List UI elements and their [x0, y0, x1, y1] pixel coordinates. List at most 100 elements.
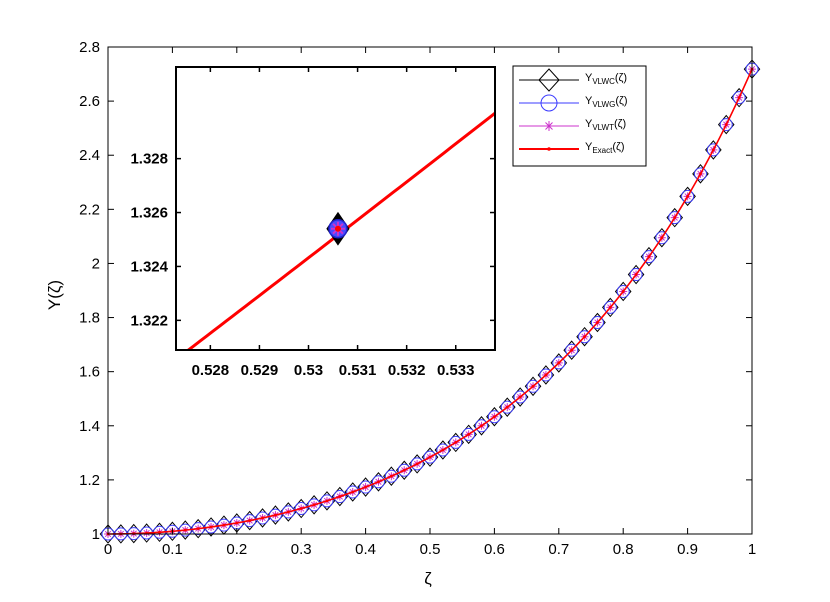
- y-tick-label-1: 1.2: [79, 472, 100, 489]
- inset-x-tick-label-0: 0.528: [192, 362, 230, 379]
- inset-axes-box: [175, 66, 496, 351]
- series-marker-exact-28: [467, 432, 471, 436]
- series-marker-vlwg-44: [668, 211, 682, 225]
- series-marker-exact-20: [364, 485, 367, 489]
- series-marker-vlwg-34: [539, 368, 553, 382]
- series-marker-vlwg-18: [333, 490, 347, 504]
- series-marker-exact-17: [325, 499, 329, 503]
- x-tick-label-7: 0.7: [548, 541, 569, 558]
- legend-label-base-1: Y: [585, 95, 593, 107]
- series-marker-vlwg-11: [243, 514, 257, 528]
- main-axes: 0 0.1 0.2 0.3 0.4 0.5 0.6 0.7 0.8 0.9 1 1 1.2 1.4 1.6 1…: [79, 39, 756, 558]
- series-marker-exact-44: [673, 216, 677, 220]
- series-marker-vlwg-37: [578, 330, 592, 344]
- series-marker-exact-6: [183, 528, 187, 532]
- inset-y-tick-label-2: 1.326: [130, 205, 168, 222]
- x-tick-label-0: 0: [104, 541, 112, 558]
- y-tick-label-9: 2.8: [79, 39, 100, 56]
- series-marker-vlwg-42: [642, 250, 656, 264]
- series-marker-exact-31: [505, 405, 509, 409]
- series-marker-exact-23: [402, 468, 406, 472]
- legend-label-base-2: Y: [585, 118, 593, 130]
- x-tick-label-8: 0.8: [613, 541, 634, 558]
- legend-label-arg-0: (ζ): [615, 72, 627, 84]
- series-marker-vlwg-13: [268, 508, 282, 522]
- series-marker-vlwg-36: [565, 343, 579, 357]
- legend-marker-2: [544, 121, 554, 131]
- series-marker-vlwg-20: [359, 480, 373, 494]
- series-marker-vlwg-31: [500, 400, 514, 414]
- series-marker-exact-36: [570, 348, 574, 352]
- series-marker-vlwg-23: [397, 463, 411, 477]
- series-marker-exact-16: [312, 503, 316, 507]
- series-marker-exact-41: [634, 273, 638, 276]
- legend-label-3: YExact(ζ): [585, 141, 625, 155]
- x-tick-label-10: 1: [748, 541, 756, 558]
- y-tick-label-5: 2: [92, 255, 100, 272]
- series-marker-vlwg-49: [732, 91, 746, 105]
- series-marker-exact-48: [724, 123, 728, 126]
- series-marker-vlwg-39: [603, 300, 617, 314]
- series-marker-exact-14: [286, 510, 290, 514]
- legend-label-1: YVLWG(ζ): [585, 95, 628, 109]
- series-marker-vlwg-9: [217, 518, 231, 532]
- series-marker-vlwg-41: [629, 268, 643, 282]
- legend-label-arg-1: (ζ): [615, 95, 627, 107]
- legend-label-arg-2: (ζ): [614, 118, 626, 130]
- series-marker-vlwg-32: [513, 390, 527, 404]
- y-axis-label: Y(ζ): [45, 280, 64, 310]
- inset-x-tick-label-1: 0.529: [241, 362, 279, 379]
- x-tick-label-3: 0.3: [291, 541, 312, 558]
- series-marker-vlwg-38: [590, 315, 604, 329]
- series-marker-vlwg-21: [371, 475, 385, 489]
- series-marker-exact-29: [480, 424, 483, 428]
- series-marker-vlwg-48: [719, 118, 733, 132]
- series-marker-exact-37: [583, 335, 586, 339]
- series-marker-vlwg-22: [384, 469, 398, 483]
- y-tick-label-6: 2.2: [79, 201, 100, 218]
- inset-x-tick-label-2: 0.53: [294, 362, 323, 379]
- series-marker-exact-39: [608, 306, 612, 309]
- legend-label-0: YVLWC(ζ): [585, 72, 627, 86]
- legend-label-base-3: Y: [585, 141, 593, 153]
- legend-label-sub-1: VLWG: [592, 100, 615, 109]
- series-marker-exact-21: [377, 480, 380, 484]
- legend-marker-1: [540, 94, 558, 112]
- series-marker-vlwg-17: [320, 494, 334, 508]
- series-marker-exact-15: [299, 507, 303, 510]
- series-marker-vlwg-43: [655, 231, 669, 245]
- series-marker-vlwg-46: [693, 167, 707, 181]
- series-marker-vlwg-47: [706, 143, 720, 157]
- series-marker-vlwg-27: [449, 435, 463, 449]
- inset-x-tick-label-3: 0.531: [339, 362, 377, 379]
- x-tick-label-6: 0.6: [484, 541, 505, 558]
- inset-marker-exact: [334, 225, 341, 232]
- series-marker-exact-27: [454, 440, 458, 444]
- series-marker-exact-18: [338, 495, 342, 498]
- x-tick-label-1: 0.1: [162, 541, 183, 558]
- y-tick-label-0: 1: [92, 526, 100, 543]
- inset-y-tick-label-1: 1.324: [130, 258, 168, 275]
- x-tick-label-5: 0.5: [420, 541, 441, 558]
- x-axis-label: ζ: [424, 569, 432, 588]
- series-marker-exact-40: [621, 290, 625, 293]
- legend-label-sub-0: VLWC: [592, 77, 615, 86]
- series-marker-vlwg-14: [281, 505, 295, 519]
- series-marker-exact-32: [518, 395, 522, 399]
- inset-x-tick-label-4: 0.532: [388, 362, 426, 379]
- series-marker-vlwg-33: [526, 379, 540, 393]
- legend: YVLWC(ζ)YVLWG(ζ)YVLWT(ζ)YExact(ζ): [512, 65, 647, 167]
- series-marker-vlwg-45: [681, 189, 695, 203]
- series-marker-exact-10: [235, 521, 239, 525]
- y-tick-label-4: 1.8: [79, 310, 100, 327]
- series-marker-exact-38: [596, 321, 599, 324]
- inset-y-tick-label-0: 1.322: [130, 312, 168, 329]
- legend-label-base-0: Y: [585, 72, 593, 84]
- y-tick-label-2: 1.4: [79, 418, 100, 435]
- series-marker-vlwg-29: [475, 419, 489, 433]
- y-tick-label-7: 2.4: [79, 147, 100, 164]
- series-marker-vlwg-15: [294, 502, 308, 516]
- series-marker-exact-8: [209, 525, 213, 529]
- inset-x-tick-label-5: 0.533: [437, 362, 475, 379]
